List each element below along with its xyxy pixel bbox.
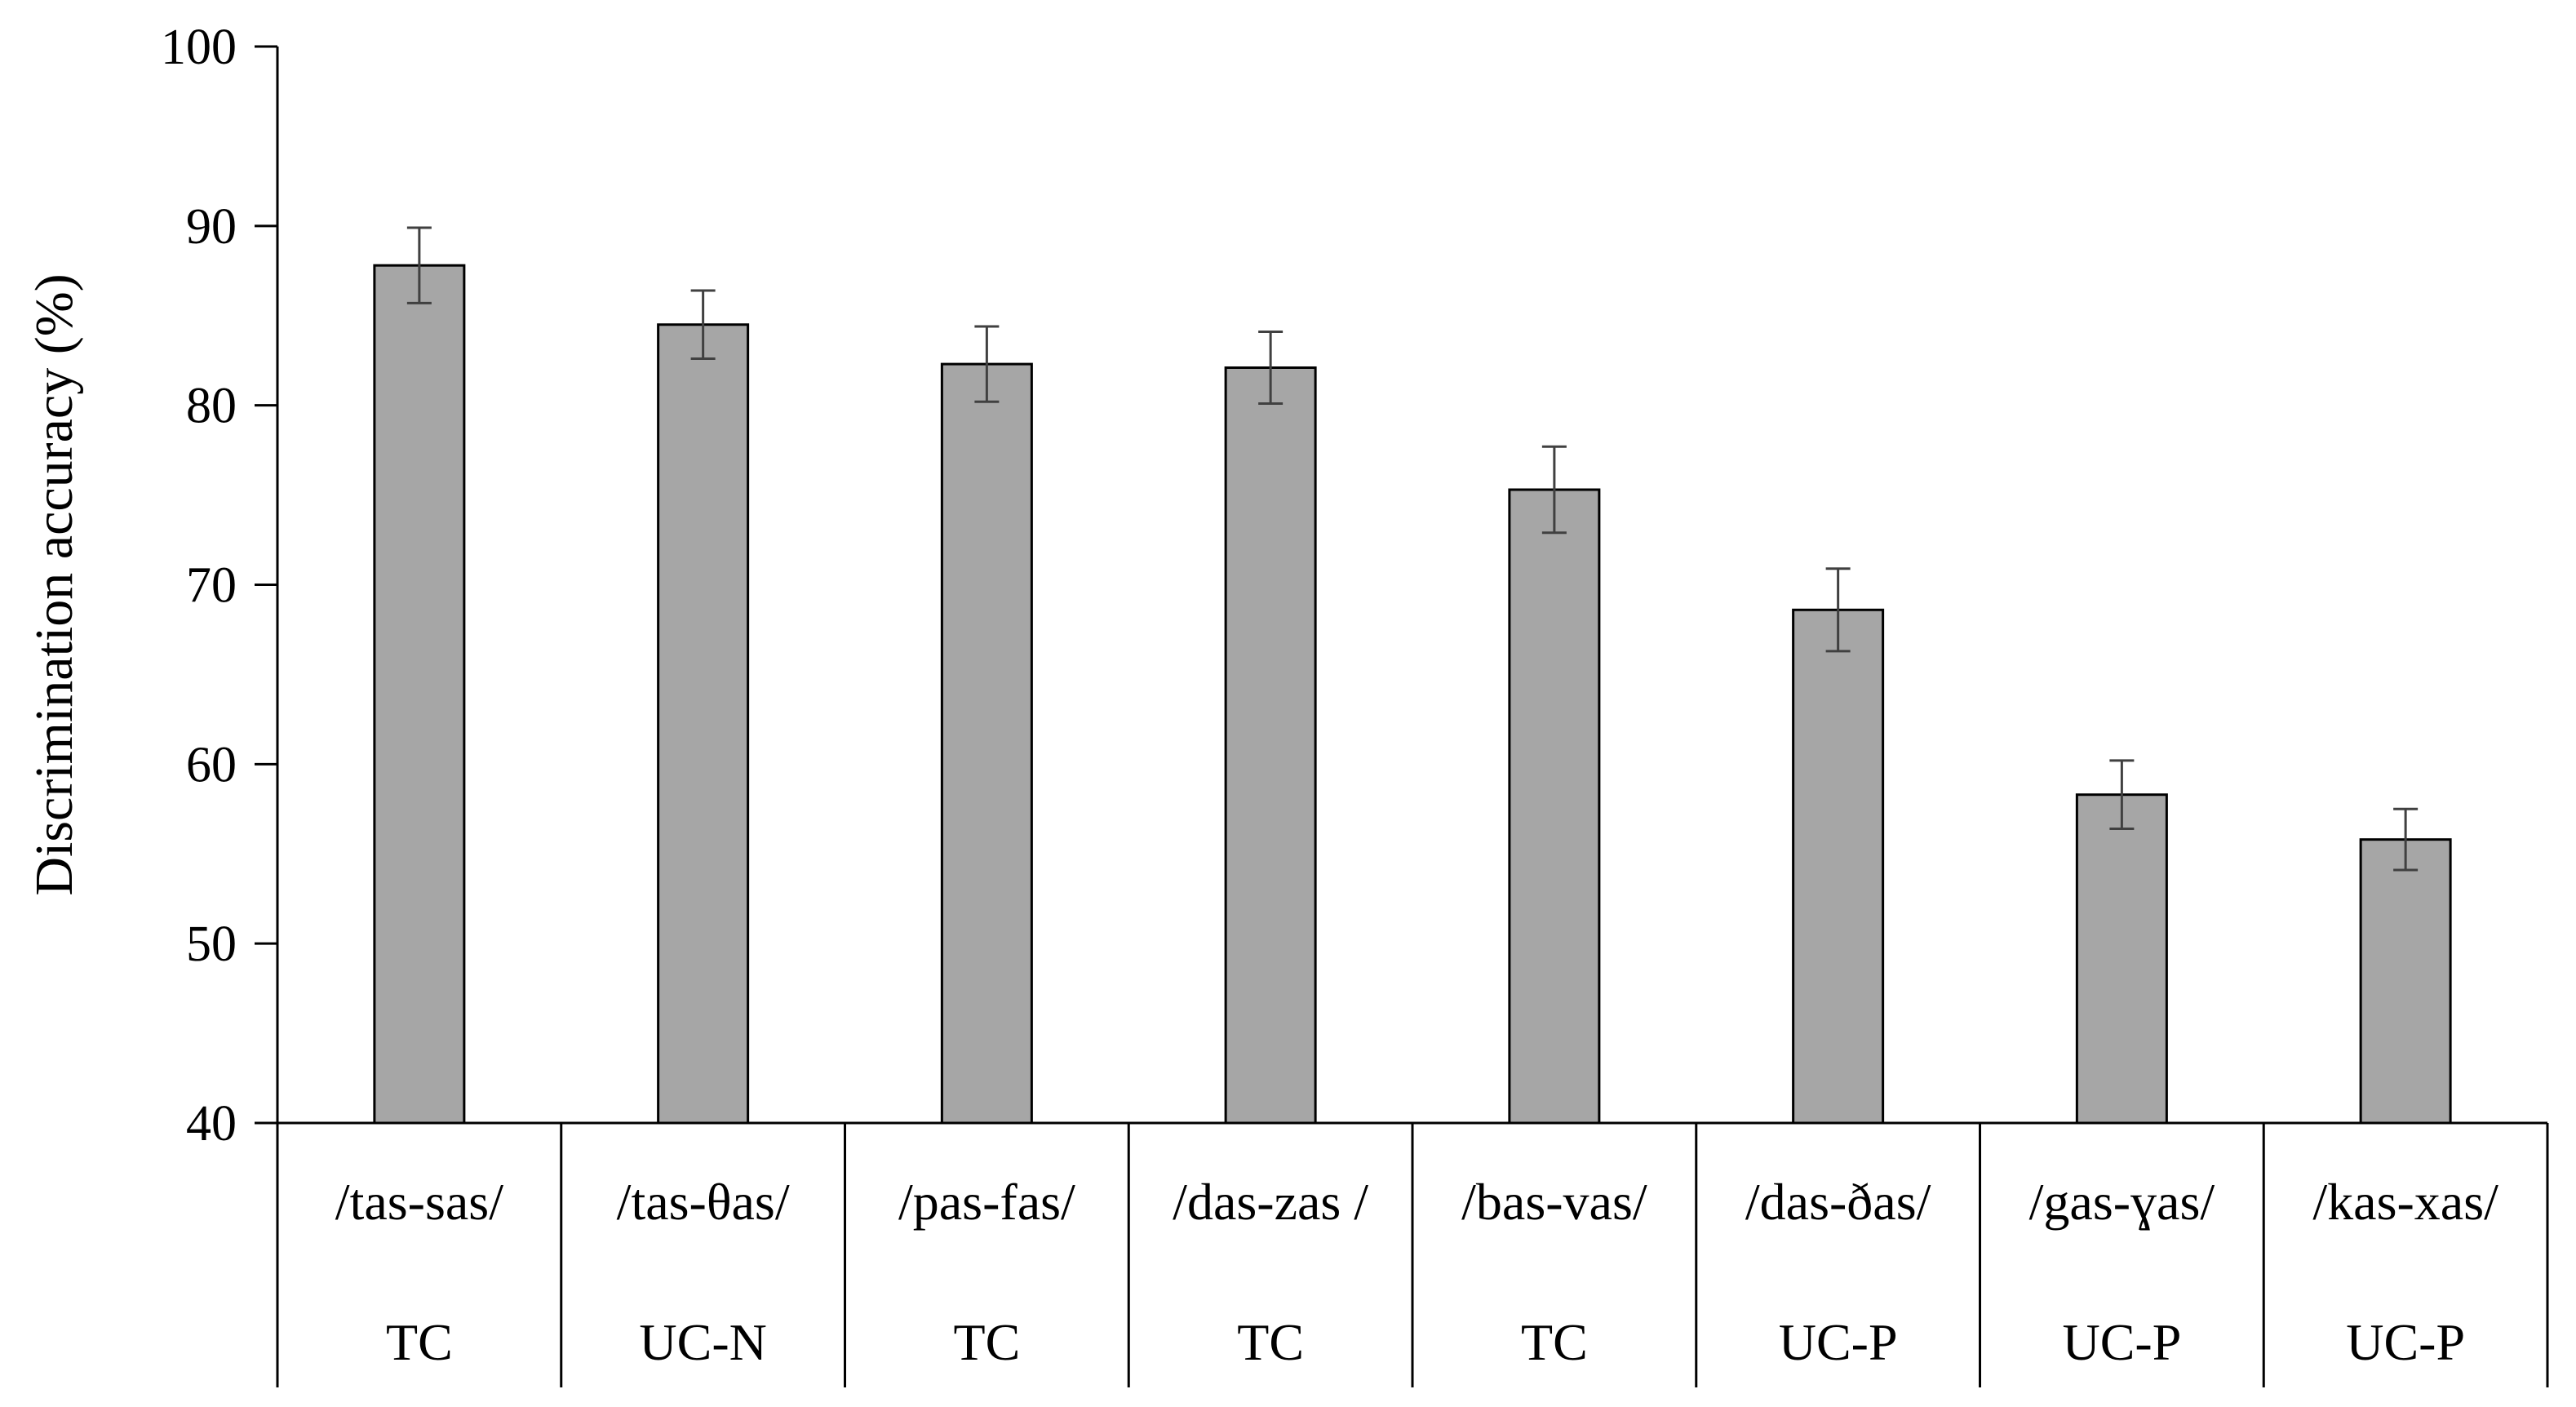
y-axis-title: Discrimination accuracy (%) — [24, 273, 84, 895]
category-group-label: UC-N — [639, 1313, 766, 1371]
category-pair-label: /bas-vas/ — [1461, 1173, 1647, 1231]
category-pair-label: /das-zas / — [1173, 1173, 1368, 1231]
y-axis-ticks: 40 50 60 70 80 90 100 — [161, 20, 277, 1152]
category-group-label: UC-P — [1779, 1313, 1898, 1371]
y-tick-label: 40 — [186, 1096, 237, 1152]
y-tick-label: 60 — [186, 737, 237, 792]
bars — [373, 264, 2452, 1125]
category-pair-label: /pas-fas/ — [898, 1173, 1075, 1231]
bar — [2359, 838, 2452, 1125]
category-group-label: TC — [1237, 1313, 1304, 1371]
bar — [1792, 608, 1885, 1125]
x-category-table: /tas-sas/TC/tas-θas/UC-N/pas-fas/TC/das-… — [276, 1123, 2549, 1387]
y-tick-label: 70 — [186, 558, 237, 614]
category-pair-label: /kas-xas/ — [2312, 1173, 2498, 1231]
category-pair-label: /gas-ɣas/ — [2029, 1173, 2215, 1231]
bar — [940, 362, 1033, 1125]
category-group-label: TC — [1521, 1313, 1588, 1371]
bar — [373, 264, 466, 1125]
y-tick-label: 80 — [186, 379, 237, 434]
bar — [657, 323, 750, 1125]
category-group-label: UC-P — [2346, 1313, 2465, 1371]
category-pair-label: /tas-θas/ — [617, 1173, 790, 1231]
category-group-label: TC — [953, 1313, 1020, 1371]
bar — [1508, 488, 1601, 1125]
category-pair-label: /das-ðas/ — [1745, 1173, 1931, 1231]
y-tick-label: 90 — [186, 199, 237, 255]
y-tick-label: 50 — [186, 917, 237, 972]
category-pair-label: /tas-sas/ — [335, 1173, 503, 1231]
bar — [2075, 793, 2168, 1125]
bar — [1224, 366, 1317, 1125]
category-group-label: UC-P — [2062, 1313, 2181, 1371]
error-bars — [406, 226, 2419, 872]
category-group-label: TC — [386, 1313, 453, 1371]
y-tick-label: 100 — [161, 20, 237, 75]
